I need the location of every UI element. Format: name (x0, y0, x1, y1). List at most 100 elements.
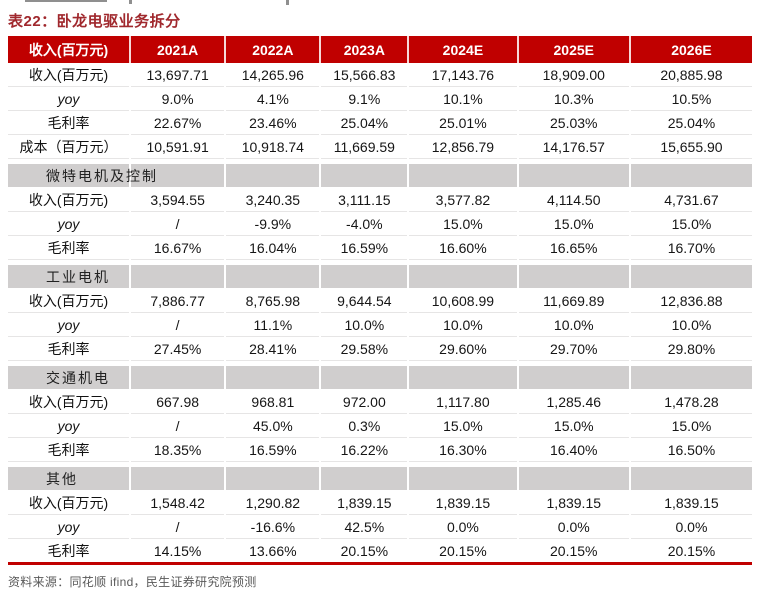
row-label: 收入(百万元) (8, 187, 131, 212)
table-row: yoy / -16.6% 42.5% 0.0% 0.0% 0.0% (8, 514, 752, 539)
value-cell: 15.0% (516, 413, 630, 438)
value-cell: 13.66% (224, 538, 321, 564)
section-cell (628, 164, 752, 188)
value-cell: 16.59% (224, 437, 321, 462)
year-column-header: 2022A (224, 36, 321, 63)
section-label: 工业电机 (8, 265, 131, 289)
value-cell: 10.3% (516, 86, 630, 111)
year-column-header: 2026E (628, 36, 752, 63)
row-label: 毛利率 (8, 336, 131, 361)
value-cell: 20.15% (319, 538, 409, 564)
table-row: 收入(百万元) 667.98 968.81 972.00 1,117.80 1,285.4… (8, 389, 752, 414)
row-label: 收入(百万元) (8, 288, 131, 313)
value-cell: 9,644.54 (319, 288, 409, 313)
year-column-header: 2023A (319, 36, 409, 63)
value-cell: 23.46% (224, 110, 321, 135)
value-cell: 972.00 (319, 389, 409, 414)
section-cell (628, 265, 752, 289)
value-cell: 15.0% (628, 413, 752, 438)
section-cell (319, 366, 409, 390)
table-row: 收入(百万元) 3,594.55 3,240.35 3,111.15 3,577.82 4… (8, 187, 752, 212)
crop-artifact (25, 0, 107, 2)
value-cell: 4.1% (224, 86, 321, 111)
section-cell (407, 366, 518, 390)
section-cell (224, 467, 321, 491)
section-cell (129, 265, 226, 289)
section-spacer (8, 461, 752, 467)
value-cell: 18,909.00 (516, 63, 630, 87)
value-cell: 14,176.57 (516, 134, 630, 159)
value-cell: 22.67% (129, 110, 226, 135)
value-cell: 10.0% (407, 312, 518, 337)
value-cell: 9.1% (319, 86, 409, 111)
section-spacer (8, 360, 752, 366)
section-cell (319, 467, 409, 491)
value-cell: 14,265.96 (224, 63, 321, 87)
row-label: yoy (8, 514, 131, 539)
value-cell: -16.6% (224, 514, 321, 539)
section-cell (224, 265, 321, 289)
spacer-cell (8, 360, 752, 366)
value-cell: 1,839.15 (407, 490, 518, 515)
value-cell: 15.0% (628, 211, 752, 236)
table-title: 表22：卧龙电驱业务拆分 (8, 13, 181, 30)
table-row: 毛利率 14.15% 13.66% 20.15% 20.15% 20.15% 20.15% (8, 538, 752, 564)
crop-artifact (286, 0, 289, 5)
table-row: yoy 9.0% 4.1% 9.1% 10.1% 10.3% 10.5% (8, 86, 752, 111)
value-cell: 968.81 (224, 389, 321, 414)
year-column-header: 2021A (129, 36, 226, 63)
value-cell: 9.0% (129, 86, 226, 111)
value-cell: 15,566.83 (319, 63, 409, 87)
row-label: yoy (8, 86, 131, 111)
section-label: 微特电机及控制 (8, 164, 156, 188)
row-label: yoy (8, 413, 131, 438)
value-cell: 3,594.55 (129, 187, 226, 212)
report-page: 表22：卧龙电驱业务拆分 收入(百万元) 2021A 2022A 2023A 2024E… (8, 13, 752, 589)
spacer-cell (8, 259, 752, 265)
section-header-row: 微特电机及控制 (8, 164, 752, 188)
value-cell: 10.5% (628, 86, 752, 111)
value-cell: 4,731.67 (628, 187, 752, 212)
value-cell: 16.67% (129, 235, 226, 260)
value-cell: / (129, 312, 226, 337)
value-cell: 16.30% (407, 437, 518, 462)
value-cell: 1,290.82 (224, 490, 321, 515)
value-cell: 16.50% (628, 437, 752, 462)
value-cell: / (129, 514, 226, 539)
row-label: 成本（百万元） (8, 134, 131, 159)
table-row: 毛利率 27.45% 28.41% 29.58% 29.60% 29.70% 29.80% (8, 336, 752, 361)
value-cell: 11,669.59 (319, 134, 409, 159)
value-cell: 1,548.42 (129, 490, 226, 515)
value-cell: 1,285.46 (516, 389, 630, 414)
section-header-row: 工业电机 (8, 265, 752, 289)
section-header-row: 其他 (8, 467, 752, 491)
value-cell: 16.60% (407, 235, 518, 260)
value-cell: 12,836.88 (628, 288, 752, 313)
value-cell: 25.04% (628, 110, 752, 135)
value-cell: 3,577.82 (407, 187, 518, 212)
value-cell: 15.0% (407, 413, 518, 438)
value-cell: 20.15% (628, 538, 752, 564)
value-cell: 0.3% (319, 413, 409, 438)
value-cell: 29.58% (319, 336, 409, 361)
row-label: 收入(百万元) (8, 490, 131, 515)
table-row: 毛利率 16.67% 16.04% 16.59% 16.60% 16.65% 16.70% (8, 235, 752, 260)
value-cell: 18.35% (129, 437, 226, 462)
value-cell: 10,591.91 (129, 134, 226, 159)
section-cell (224, 164, 321, 188)
value-cell: 3,111.15 (319, 187, 409, 212)
value-cell: 10,918.74 (224, 134, 321, 159)
section-cell (407, 164, 518, 188)
value-cell: 1,839.15 (516, 490, 630, 515)
spacer-cell (8, 461, 752, 467)
value-cell: 10.0% (516, 312, 630, 337)
section-spacer (8, 158, 752, 164)
table-row: 收入(百万元) 13,697.71 14,265.96 15,566.83 17,143… (8, 63, 752, 87)
metric-column-header: 收入(百万元) (8, 36, 131, 63)
value-cell: 27.45% (129, 336, 226, 361)
value-cell: 28.41% (224, 336, 321, 361)
value-cell: 1,117.80 (407, 389, 518, 414)
table-row: 毛利率 22.67% 23.46% 25.04% 25.01% 25.03% 25.04% (8, 110, 752, 135)
value-cell: 14.15% (129, 538, 226, 564)
value-cell: 1,478.28 (628, 389, 752, 414)
